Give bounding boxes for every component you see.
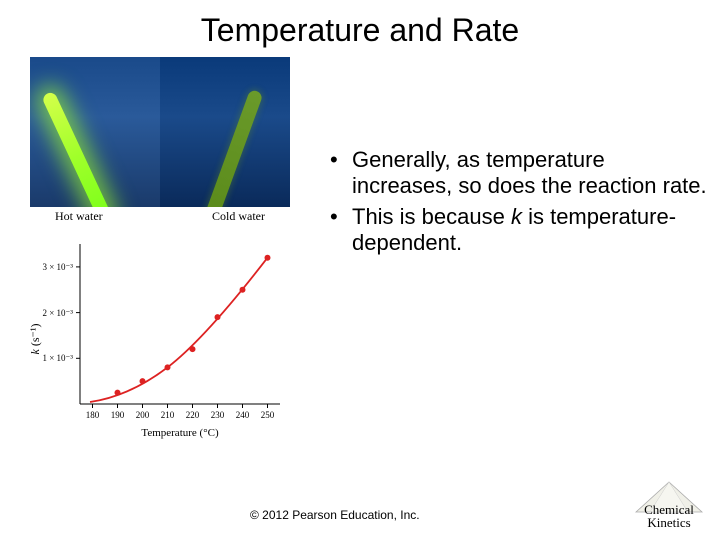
rate-vs-temperature-chart: 1 × 10⁻³ 2 × 10⁻³ 3 × 10⁻³ 180 190 200 2… [30,234,290,444]
page-title: Temperature and Rate [0,0,720,57]
content-area: Hot water Cold water 1 × 10⁻³ 2 × 10⁻³ 3… [0,57,720,444]
svg-text:180: 180 [86,410,100,420]
svg-text:200: 200 [136,410,150,420]
svg-text:190: 190 [111,410,125,420]
photo-labels: Hot water Cold water [30,209,290,224]
right-column: Generally, as temperature increases, so … [310,57,710,444]
svg-text:230: 230 [211,410,225,420]
svg-text:240: 240 [236,410,250,420]
svg-text:2 × 10⁻³: 2 × 10⁻³ [42,308,73,318]
rate-curve [90,258,268,402]
left-column: Hot water Cold water 1 × 10⁻³ 2 × 10⁻³ 3… [10,57,310,444]
y-ticks: 1 × 10⁻³ 2 × 10⁻³ 3 × 10⁻³ [42,262,80,363]
glowstick-photo [30,57,290,207]
x-axis-label: Temperature (°C) [141,427,219,439]
topic-badge-text: ChemicalKinetics [630,503,708,530]
svg-text:210: 210 [161,410,175,420]
copyright-text: © 2012 Pearson Education, Inc. [250,508,420,522]
bullet-item: Generally, as temperature increases, so … [330,147,710,200]
data-points [115,255,271,396]
photo-label-hot: Hot water [55,209,103,224]
bullet-list: Generally, as temperature increases, so … [330,147,710,257]
svg-text:1 × 10⁻³: 1 × 10⁻³ [42,353,73,363]
svg-text:250: 250 [261,410,275,420]
x-ticks: 180 190 200 210 220 230 240 250 [86,404,275,420]
svg-text:3 × 10⁻³: 3 × 10⁻³ [42,262,73,272]
svg-text:220: 220 [186,410,200,420]
photo-label-cold: Cold water [212,209,265,224]
bullet-item: This is because k is temperature-depende… [330,204,710,257]
y-axis-label: k (s⁻¹) [28,324,43,355]
